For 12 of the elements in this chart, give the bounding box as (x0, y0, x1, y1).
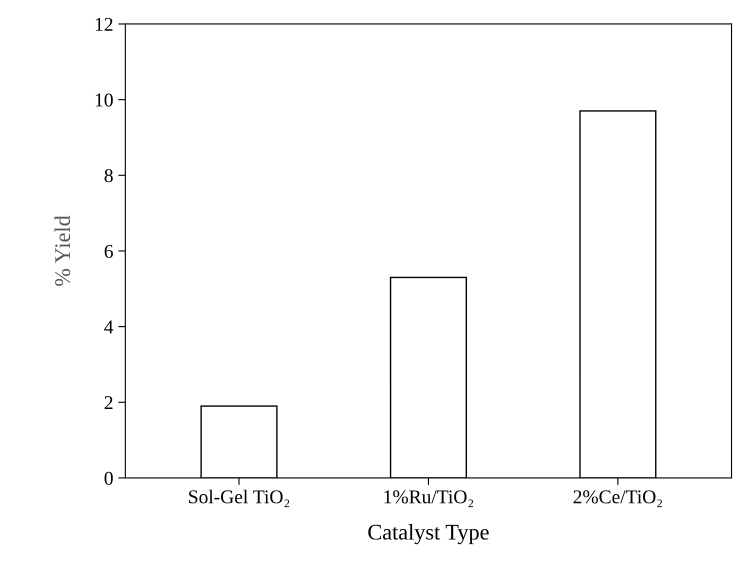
y-tick-label: 2 (104, 396, 112, 410)
y-tick-label: 4 (104, 320, 114, 334)
x-tick-label: 1%Ru/TiO₂ (384, 490, 474, 508)
x-tick-label: Sol-Gel TiO₂ (189, 490, 290, 508)
y-axis-title: % Yield (54, 216, 70, 286)
y-tick-label: 10 (96, 93, 113, 107)
y-tick-label: 8 (104, 169, 113, 182)
x-tick-label: 2%Ce/TiO₂ (574, 490, 662, 508)
y-tick-label: 6 (104, 244, 113, 258)
x-axis-title: Catalyst Type (368, 524, 489, 544)
y-tick-label: 0 (104, 472, 113, 485)
y-tick-label: 12 (96, 18, 112, 31)
